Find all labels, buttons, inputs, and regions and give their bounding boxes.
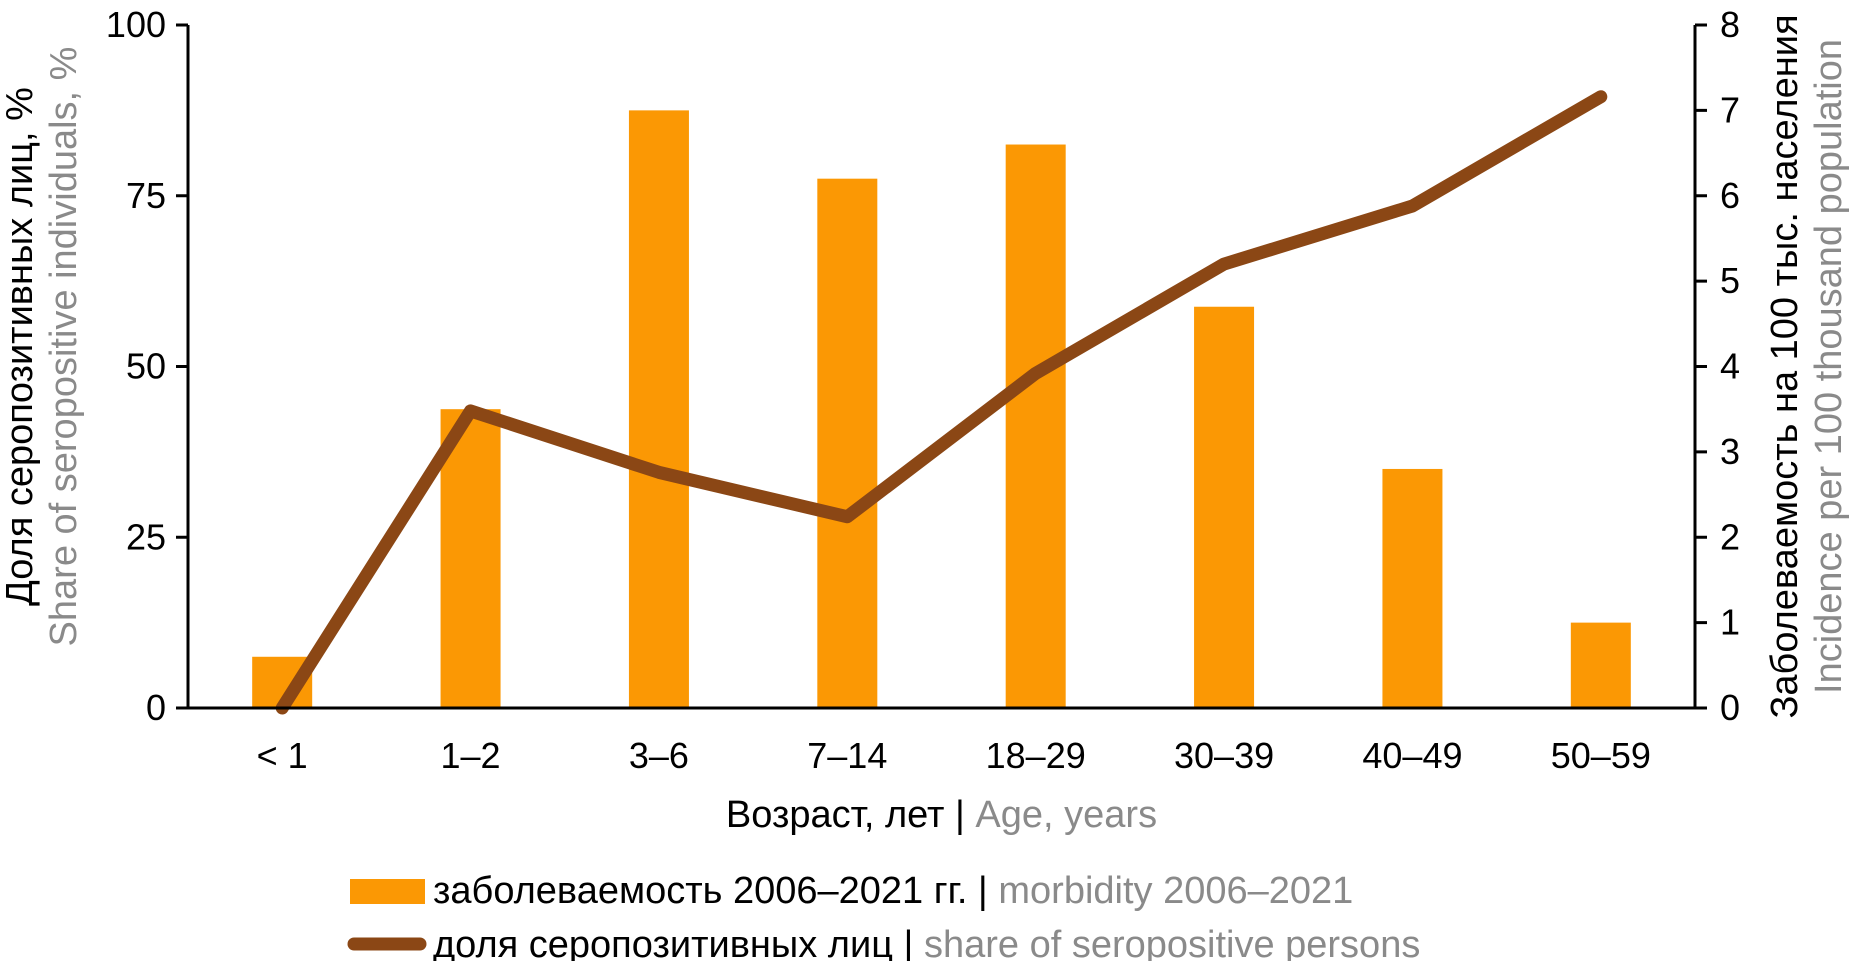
x-axis-title-ru: Возраст, лет | <box>726 794 976 836</box>
x-tick-label: 30–39 <box>1174 735 1274 776</box>
left-tick-label: 75 <box>126 175 166 216</box>
legend-seropositive-en: share of seropositive persons <box>924 924 1420 961</box>
x-tick-label: 3–6 <box>629 735 689 776</box>
right-tick-label: 7 <box>1720 89 1740 130</box>
left-axis-title-en-text: Share of seropositive individuals, % <box>43 47 85 647</box>
right-tick-label: 3 <box>1720 431 1740 472</box>
left-tick-label-text: 75 <box>126 175 166 216</box>
right-tick-label: 1 <box>1720 602 1740 643</box>
x-axis-title: Возраст, лет | Age, years <box>726 794 1157 836</box>
right-tick-label-text: 8 <box>1720 4 1740 45</box>
left-axis-title-ru: Доля серопозитивных лиц, % <box>0 87 41 606</box>
right-tick-label-text: 0 <box>1720 687 1740 728</box>
morbidity-bar-40–49 <box>1382 468 1443 708</box>
x-tick-label: 1–2 <box>441 735 501 776</box>
morbidity-bar-7–14 <box>817 178 878 709</box>
seropositive-share-line <box>275 90 1608 715</box>
right-tick-label-text: 5 <box>1720 260 1740 301</box>
x-tick-label: 50–59 <box>1551 735 1651 776</box>
right-axis-title-ru: Заболеваемость на 100 тыс. населения <box>1764 14 1806 718</box>
x-tick-label-text: < 1 <box>257 735 308 776</box>
right-tick-label: 2 <box>1720 516 1740 557</box>
x-tick-label-text: 18–29 <box>986 735 1086 776</box>
legend-item-seropositive: доля серопозитивных лиц | share of serop… <box>433 924 1420 961</box>
x-axis-title-en: Age, years <box>975 794 1157 836</box>
right-tick-label-text: 4 <box>1720 346 1740 387</box>
legend-item-morbidity: заболеваемость 2006–2021 гг. | morbidity… <box>433 870 1353 912</box>
right-tick-label-text: 1 <box>1720 602 1740 643</box>
morbidity-bar-30–39 <box>1194 306 1255 708</box>
morbidity-bar-3–6 <box>628 110 689 708</box>
left-tick-label-text: 50 <box>126 346 166 387</box>
left-tick-label: 100 <box>106 4 166 45</box>
right-tick-label-text: 3 <box>1720 431 1740 472</box>
x-tick-label-text: 30–39 <box>1174 735 1274 776</box>
right-tick-label: 5 <box>1720 260 1740 301</box>
left-axis-title-en: Share of seropositive individuals, % <box>43 47 85 647</box>
x-tick-label-text: 7–14 <box>807 735 887 776</box>
right-tick-label: 4 <box>1720 346 1740 387</box>
x-tick-label: 7–14 <box>807 735 887 776</box>
x-tick-label: 18–29 <box>986 735 1086 776</box>
x-tick-label-text: 3–6 <box>629 735 689 776</box>
legend-seropositive-ru: доля серопозитивных лиц | <box>433 924 924 961</box>
left-tick-label: 25 <box>126 516 166 557</box>
left-tick-label: 0 <box>146 687 166 728</box>
right-tick-label: 8 <box>1720 4 1740 45</box>
right-axis-title-en: Incidence per 100 thousand population <box>1808 39 1850 694</box>
legend-morbidity-ru: заболеваемость 2006–2021 гг. | <box>433 870 998 912</box>
morbidity-bar-50–59 <box>1570 622 1631 708</box>
left-tick-label-text: 25 <box>126 516 166 557</box>
right-axis-title-ru-text: Заболеваемость на 100 тыс. населения <box>1764 14 1806 718</box>
right-tick-label-text: 2 <box>1720 516 1740 557</box>
left-tick-label: 50 <box>126 346 166 387</box>
x-tick-label-text: 40–49 <box>1362 735 1462 776</box>
left-tick-label-text: 100 <box>106 4 166 45</box>
morbidity-bar-18–29 <box>1005 144 1066 708</box>
right-axis-title-en-text: Incidence per 100 thousand population <box>1808 39 1850 694</box>
left-tick-label-text: 0 <box>146 687 166 728</box>
morbidity-bar-1–2 <box>440 409 501 708</box>
right-tick-label: 0 <box>1720 687 1740 728</box>
left-axis-title-ru-text: Доля серопозитивных лиц, % <box>0 87 41 606</box>
legend-morbidity-en: morbidity 2006–2021 <box>998 870 1353 912</box>
legend-bar-swatch <box>350 879 425 904</box>
right-tick-label-text: 6 <box>1720 175 1740 216</box>
x-tick-label: < 1 <box>257 735 308 776</box>
right-tick-label-text: 7 <box>1720 89 1740 130</box>
x-tick-label: 40–49 <box>1362 735 1462 776</box>
x-tick-label-text: 1–2 <box>441 735 501 776</box>
right-tick-label: 6 <box>1720 175 1740 216</box>
x-tick-label-text: 50–59 <box>1551 735 1651 776</box>
